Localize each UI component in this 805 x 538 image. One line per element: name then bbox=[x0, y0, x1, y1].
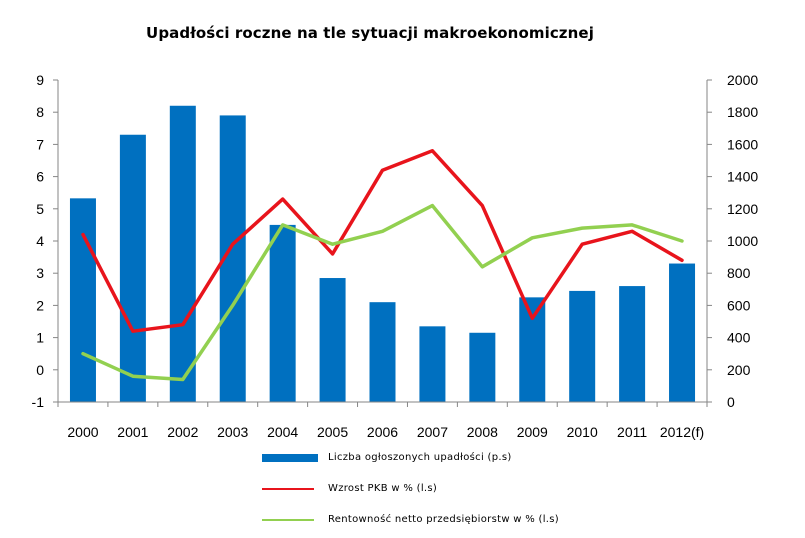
y-left-tick-label: 5 bbox=[36, 201, 44, 217]
bar-2001 bbox=[119, 134, 146, 403]
y-right-tick-label: 1000 bbox=[727, 233, 758, 249]
x-tick-label: 2007 bbox=[417, 424, 448, 440]
y-left-tick-label: 8 bbox=[36, 104, 44, 120]
x-tick-label: 2005 bbox=[317, 424, 348, 440]
bar-2004 bbox=[269, 224, 296, 402]
x-tick-label: 2012(f) bbox=[660, 424, 704, 440]
x-tick-label: 2003 bbox=[217, 424, 248, 440]
y-left-tick-label: -1 bbox=[32, 394, 45, 410]
y-right-tick-label: 600 bbox=[727, 297, 751, 313]
x-tick-label: 2011 bbox=[617, 424, 647, 440]
x-tick-label: 2004 bbox=[267, 424, 298, 440]
bar-2011 bbox=[619, 286, 646, 402]
x-tick-label: 2001 bbox=[117, 424, 148, 440]
y-right-tick-label: 0 bbox=[727, 394, 735, 410]
y-left-tick-label: 1 bbox=[36, 330, 44, 346]
bar-2000 bbox=[69, 198, 96, 402]
bar-2010 bbox=[569, 290, 596, 402]
y-right-tick-label: 200 bbox=[727, 362, 751, 378]
legend-label-rentownosc: Rentowność netto przedsiębiorstw w % (l.… bbox=[328, 514, 559, 525]
y-right-tick-label: 1800 bbox=[727, 104, 758, 120]
y-right-tick-label: 1400 bbox=[727, 169, 758, 185]
legend-swatch-rentownosc bbox=[262, 519, 314, 521]
bar-2002 bbox=[169, 105, 196, 402]
y-left-tick-label: 7 bbox=[36, 136, 44, 152]
y-right-tick-label: 800 bbox=[727, 265, 751, 281]
y-left-tick-label: 0 bbox=[36, 362, 44, 378]
bar-2007 bbox=[419, 326, 446, 402]
y-right-tick-label: 1600 bbox=[727, 136, 758, 152]
bar-2012(f) bbox=[669, 263, 696, 402]
x-tick-label: 2008 bbox=[467, 424, 498, 440]
bar-2009 bbox=[519, 297, 546, 402]
y-left-tick-label: 4 bbox=[36, 233, 44, 249]
y-right-tick-label: 1200 bbox=[727, 201, 758, 217]
x-tick-label: 2006 bbox=[367, 424, 398, 440]
x-tick-label: 2010 bbox=[567, 424, 598, 440]
y-left-tick-label: 6 bbox=[36, 169, 44, 185]
legend-label-pkb: Wzrost PKB w % (l.s) bbox=[328, 483, 438, 494]
y-right-tick-label: 400 bbox=[727, 330, 751, 346]
bar-2008 bbox=[469, 332, 496, 402]
bar-2005 bbox=[319, 278, 346, 402]
x-tick-label: 2002 bbox=[167, 424, 198, 440]
y-left-tick-label: 2 bbox=[36, 297, 44, 313]
y-right-tick-label: 2000 bbox=[727, 72, 758, 88]
legend-swatch-bars bbox=[262, 454, 318, 462]
y-left-tick-label: 9 bbox=[36, 72, 44, 88]
legend-swatch-pkb bbox=[262, 488, 314, 490]
legend-label-bars: Liczba ogłoszonych upadłości (p.s) bbox=[328, 452, 512, 463]
x-tick-label: 2009 bbox=[517, 424, 548, 440]
x-tick-label: 2000 bbox=[67, 424, 98, 440]
chart-title: Upadłości roczne na tle sytuacji makroek… bbox=[146, 24, 594, 42]
y-left-tick-label: 3 bbox=[36, 265, 44, 281]
bar-2006 bbox=[369, 302, 396, 402]
